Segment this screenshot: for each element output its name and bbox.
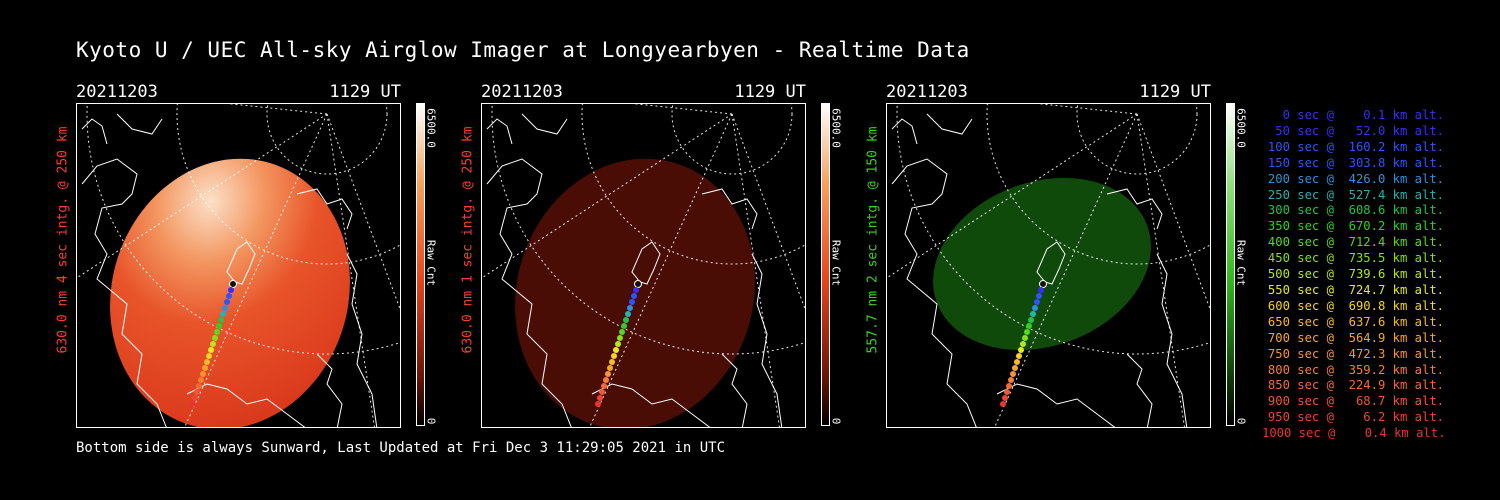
allsky-image <box>887 104 1210 427</box>
satellite-track <box>1000 280 1047 407</box>
panel-date: 20211203 <box>76 82 158 102</box>
satellite-track <box>595 280 642 407</box>
colorbar-max: 6500.0 <box>424 108 438 148</box>
colorbar-unit: Raw Cnt <box>829 239 843 287</box>
legend-item: 350 sec @ 670.2 km alt. <box>1267 219 1444 234</box>
image-panel-630-4s: 20211203 1129 UT <box>76 82 406 428</box>
panel-date: 20211203 <box>886 82 968 102</box>
legend-item: 750 sec @ 472.3 km alt. <box>1267 346 1444 361</box>
legend-item: 200 sec @ 426.0 km alt. <box>1267 171 1444 186</box>
panel-time: 1129 UT <box>1139 82 1211 102</box>
footer-note: Bottom side is always Sunward, Last Upda… <box>76 440 726 456</box>
allsky-image-frame <box>481 103 806 428</box>
legend-item: 650 sec @ 637.6 km alt. <box>1267 314 1444 329</box>
legend-item: 1000 sec @ 0.4 km alt. <box>1262 426 1446 441</box>
legend-item: 550 sec @ 724.7 km alt. <box>1267 282 1444 297</box>
colorbar-min: 0 <box>1234 417 1248 425</box>
legend-item: 0 sec @ 0.1 km alt. <box>1282 108 1444 122</box>
legend-item: 50 sec @ 52.0 km alt. <box>1275 123 1444 138</box>
panel-time: 1129 UT <box>329 82 401 102</box>
image-panel-630-1s: 20211203 1129 UT <box>481 82 811 428</box>
allsky-image-frame <box>76 103 401 428</box>
legend-item: 300 sec @ 608.6 km alt. <box>1267 203 1444 218</box>
legend-item: 150 sec @ 303.8 km alt. <box>1267 155 1444 170</box>
legend-item: 950 sec @ 6.2 km alt. <box>1267 410 1444 425</box>
legend-item: 800 sec @ 359.2 km alt. <box>1267 362 1444 377</box>
page-title: Kyoto U / UEC All-sky Airglow Imager at … <box>76 38 970 62</box>
colorbar <box>416 103 425 426</box>
grid-lines <box>887 104 1210 427</box>
colorbar <box>1226 103 1235 426</box>
grid-lines <box>77 104 400 427</box>
panel-side-label: 630.0 nm 4 sec intg. @ 250 km <box>55 126 71 354</box>
legend-item: 600 sec @ 690.8 km alt. <box>1267 298 1444 313</box>
airglow-disc <box>515 158 755 427</box>
legend-item: 700 sec @ 564.9 km alt. <box>1267 330 1444 345</box>
legend-item: 450 sec @ 735.5 km alt. <box>1267 251 1444 266</box>
legend-item: 850 sec @ 224.9 km alt. <box>1267 378 1444 393</box>
colorbar-max: 6500.0 <box>829 108 843 148</box>
allsky-image-frame <box>886 103 1211 428</box>
coastlines <box>891 113 1188 427</box>
legend-item: 250 sec @ 527.4 km alt. <box>1267 187 1444 202</box>
colorbar-unit: Raw Cnt <box>1234 239 1248 287</box>
colorbar-min: 0 <box>829 417 843 425</box>
colorbar-max: 6500.0 <box>1234 108 1248 148</box>
panel-date: 20211203 <box>481 82 563 102</box>
colorbar <box>821 103 830 426</box>
allsky-image <box>77 104 400 427</box>
allsky-image <box>482 104 805 427</box>
legend-item: 900 sec @ 68.7 km alt. <box>1267 394 1444 409</box>
legend-item: 100 sec @ 160.2 km alt. <box>1267 139 1444 154</box>
airglow-disc <box>110 158 350 427</box>
coastlines <box>486 113 783 427</box>
colorbar-min: 0 <box>424 417 438 425</box>
panel-side-label: 557.7 nm 2 sec intg. @ 150 km <box>865 126 881 354</box>
airglow-disc <box>933 177 1151 351</box>
grid-lines <box>482 104 805 427</box>
coastlines <box>81 113 378 427</box>
track-legend: 0 sec @ 0.1 km alt. 50 sec @ 52.0 km alt… <box>1262 108 1446 442</box>
panel-side-label: 630.0 nm 1 sec intg. @ 250 km <box>460 126 476 354</box>
legend-item: 500 sec @ 739.6 km alt. <box>1267 267 1444 282</box>
image-panel-557-2s: 20211203 1129 UT <box>886 82 1216 428</box>
legend-item: 400 sec @ 712.4 km alt. <box>1267 235 1444 250</box>
satellite-track <box>190 280 237 407</box>
colorbar-unit: Raw Cnt <box>424 239 438 287</box>
panel-time: 1129 UT <box>734 82 806 102</box>
